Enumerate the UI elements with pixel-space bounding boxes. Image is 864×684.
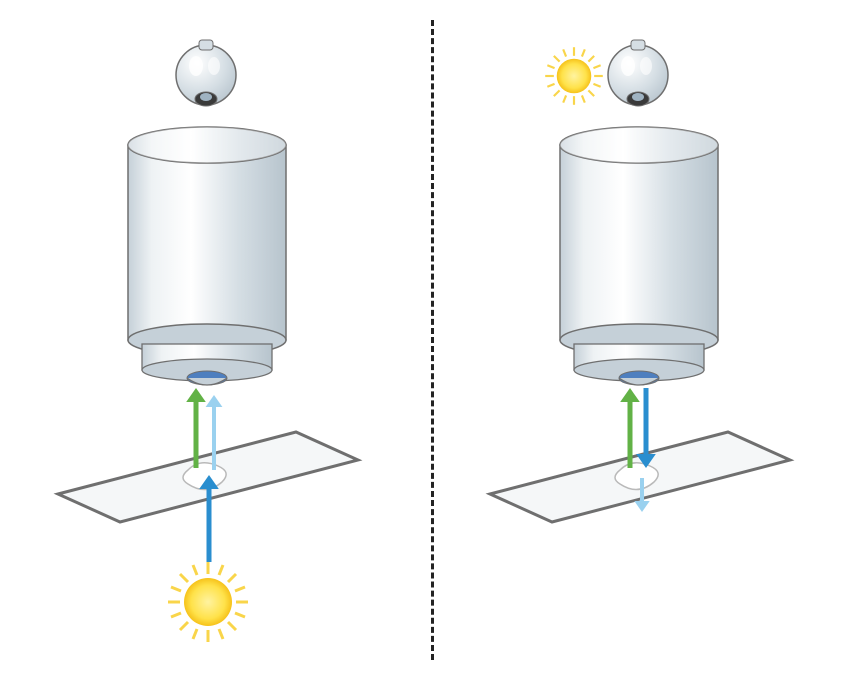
camera-icon [608,40,668,106]
left-panel [0,0,432,684]
objective-lens-icon [560,127,718,385]
objective-lens-icon [128,127,286,385]
left-diagram-svg [0,0,432,684]
diagram-canvas [0,0,864,684]
sun-icon [168,562,248,642]
illumination-up-strong [199,475,219,562]
sun-icon [545,47,603,105]
illumination-down-strong [636,388,656,468]
camera-icon [176,40,236,106]
right-panel [432,0,864,684]
right-diagram-svg [432,0,864,684]
